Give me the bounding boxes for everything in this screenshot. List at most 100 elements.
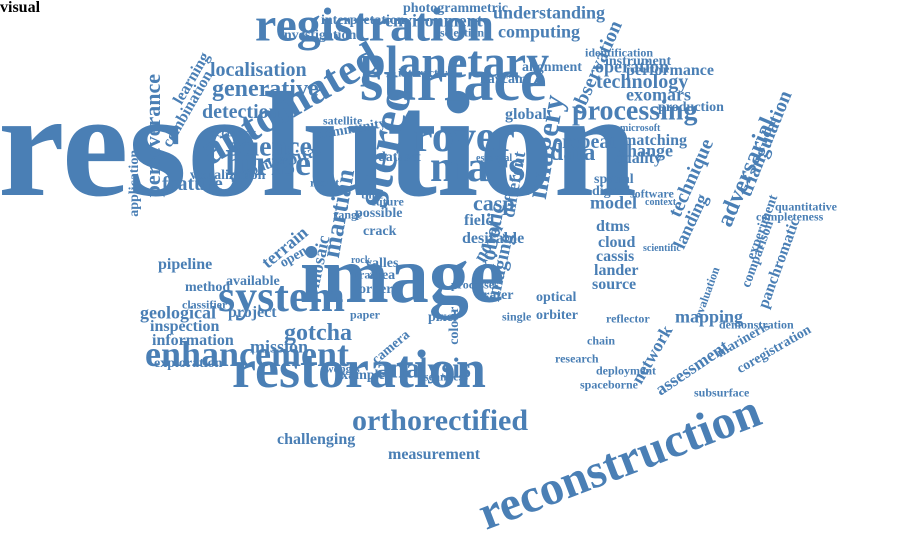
word: cloud: [598, 234, 636, 252]
word: track: [355, 267, 383, 282]
word: future: [372, 194, 404, 209]
word: navcam: [480, 71, 527, 87]
word: exploration: [154, 355, 223, 371]
word: alignment: [522, 59, 582, 75]
word: context: [645, 197, 677, 208]
word: image: [300, 232, 505, 320]
word: crater: [477, 287, 514, 303]
word: microsoft: [620, 123, 661, 134]
word: example: [335, 367, 385, 383]
word: enhancement: [145, 334, 349, 375]
word: research: [555, 351, 599, 366]
word: interpretation: [321, 12, 405, 28]
word: quality: [614, 150, 663, 168]
word: system: [218, 271, 346, 321]
word: software: [630, 186, 674, 201]
word: measurement: [388, 446, 481, 464]
word: feature: [162, 173, 223, 195]
word: demonstration: [719, 317, 794, 332]
word: available: [226, 273, 280, 289]
word: science: [228, 131, 312, 163]
word: model: [590, 192, 637, 213]
word: essential: [476, 153, 513, 164]
word: project: [228, 304, 277, 322]
word: resolution: [0, 62, 637, 228]
word: reflector: [606, 311, 650, 326]
word: spaceborne: [580, 377, 638, 392]
word: rock: [351, 255, 371, 266]
word: field: [464, 212, 495, 230]
word: visual: [0, 0, 41, 16]
word: pipeline: [158, 256, 213, 274]
word: optical: [536, 289, 577, 305]
word: performance: [626, 62, 714, 80]
word: detection: [202, 101, 280, 123]
word: data: [550, 139, 596, 166]
word: change: [619, 140, 673, 161]
word: surface: [360, 47, 547, 113]
word: time: [361, 187, 384, 202]
word: classifier: [182, 297, 228, 312]
word: rover: [413, 111, 515, 161]
word: dataset: [378, 149, 421, 165]
word: perseverance: [140, 74, 165, 198]
word: accuracy: [210, 125, 256, 140]
word: method: [185, 279, 231, 295]
word: environment: [385, 10, 483, 31]
word: investigation: [280, 27, 357, 43]
word: quantitative: [775, 199, 838, 214]
word: challenging: [277, 431, 356, 449]
word: spatial: [594, 171, 634, 187]
word: registration: [255, 0, 495, 52]
word: identification: [585, 45, 653, 60]
word: selection: [440, 25, 484, 40]
word: processes: [451, 277, 499, 292]
word: production: [658, 99, 724, 115]
word: range: [333, 207, 363, 222]
word: gotcha: [284, 319, 352, 346]
word: deployment: [596, 363, 656, 378]
word: application: [127, 149, 142, 217]
word: order: [359, 281, 393, 297]
word: seamless: [424, 369, 468, 384]
word: orthorectified: [352, 404, 529, 437]
word: digital: [592, 183, 631, 199]
word: pixel: [428, 309, 457, 325]
word: hirise: [225, 143, 311, 184]
word: valles: [365, 255, 399, 271]
word: completeness: [756, 209, 824, 224]
word: localisation: [210, 59, 307, 81]
word: global: [505, 106, 547, 124]
word: desirable: [462, 230, 525, 248]
word: mission: [250, 336, 309, 357]
word: instrument: [605, 53, 672, 69]
word: analysis: [376, 353, 471, 385]
word: possible: [355, 205, 403, 221]
word: planetary: [360, 36, 550, 88]
word: generative: [212, 75, 319, 102]
word: exomars: [626, 84, 691, 105]
word: geological: [140, 302, 216, 323]
word: paper: [350, 307, 380, 322]
word: single: [502, 309, 532, 324]
word: operation: [595, 56, 669, 77]
word: cassis: [596, 248, 635, 266]
word: dtms: [596, 218, 630, 236]
word: visualization: [190, 167, 266, 183]
word: casp: [473, 190, 515, 216]
word: webgis: [325, 361, 360, 376]
word: chain: [587, 333, 616, 348]
word: source: [592, 276, 637, 294]
word: processing: [572, 95, 698, 127]
word: lander: [594, 262, 639, 280]
word: restoration: [232, 338, 486, 399]
word: crack: [363, 223, 397, 239]
word: computing: [498, 21, 581, 42]
word: scientific: [643, 243, 681, 254]
word: repeat: [562, 131, 617, 153]
word: interactive: [398, 65, 453, 80]
word: inspection: [150, 318, 220, 336]
word: photogrammetric: [403, 0, 508, 16]
word: mars: [430, 141, 526, 191]
